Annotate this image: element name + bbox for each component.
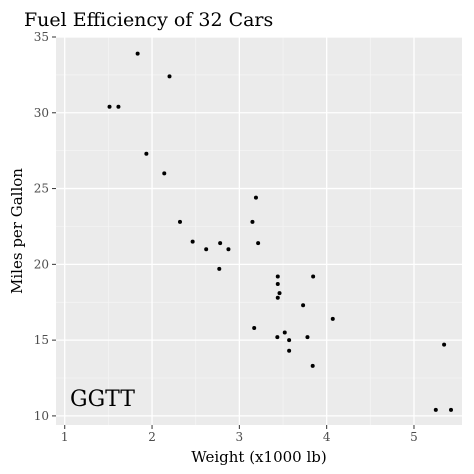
x-tick-label: 5 bbox=[410, 430, 418, 444]
data-point bbox=[277, 291, 282, 296]
data-point bbox=[253, 195, 258, 200]
x-tick-label: 2 bbox=[148, 430, 156, 444]
data-point bbox=[282, 330, 287, 335]
data-point bbox=[144, 151, 149, 156]
data-point bbox=[190, 239, 195, 244]
data-point bbox=[217, 266, 222, 271]
data-point bbox=[448, 407, 453, 412]
data-point bbox=[330, 316, 335, 321]
y-tick-label: 10 bbox=[34, 409, 49, 423]
data-point bbox=[226, 247, 231, 252]
data-point bbox=[177, 219, 182, 224]
x-tick-label: 4 bbox=[323, 430, 331, 444]
y-tick-label: 30 bbox=[34, 106, 49, 120]
data-point bbox=[287, 348, 292, 353]
data-point bbox=[301, 303, 306, 308]
data-point bbox=[305, 335, 310, 340]
data-point bbox=[162, 171, 167, 176]
data-point bbox=[275, 295, 280, 300]
corner-annotation: GGTT bbox=[70, 387, 135, 412]
y-tick-label: 35 bbox=[34, 30, 49, 44]
data-point bbox=[310, 363, 315, 368]
y-axis-ticks: 10 15 20 25 30 35 bbox=[34, 30, 56, 423]
data-point bbox=[204, 247, 209, 252]
data-point bbox=[135, 51, 140, 56]
minor-gridlines bbox=[56, 37, 462, 425]
data-point bbox=[275, 282, 280, 287]
data-point bbox=[250, 219, 255, 224]
x-tick-label: 1 bbox=[61, 430, 69, 444]
plot-panel bbox=[56, 37, 462, 425]
data-point bbox=[287, 338, 292, 343]
data-point bbox=[275, 274, 280, 279]
x-axis-ticks: 1 2 3 4 5 bbox=[61, 425, 418, 444]
data-point bbox=[442, 342, 447, 347]
y-axis-title: Miles per Gallon bbox=[8, 168, 26, 294]
data-point bbox=[433, 407, 438, 412]
data-point bbox=[275, 335, 280, 340]
x-axis-title: Weight (x1000 lb) bbox=[191, 448, 326, 466]
y-tick-label: 20 bbox=[34, 257, 49, 271]
data-point bbox=[107, 104, 112, 109]
y-tick-label: 15 bbox=[34, 333, 49, 347]
data-point bbox=[167, 74, 172, 79]
data-point bbox=[218, 241, 223, 246]
x-tick-label: 3 bbox=[236, 430, 244, 444]
data-point bbox=[311, 274, 316, 279]
chart-title: Fuel Efficiency of 32 Cars bbox=[24, 9, 273, 31]
data-point bbox=[252, 326, 257, 330]
major-gridlines bbox=[56, 36, 462, 425]
y-tick-label: 25 bbox=[34, 182, 49, 196]
data-point bbox=[116, 104, 121, 109]
data-point bbox=[256, 241, 261, 246]
data-points bbox=[107, 51, 453, 412]
